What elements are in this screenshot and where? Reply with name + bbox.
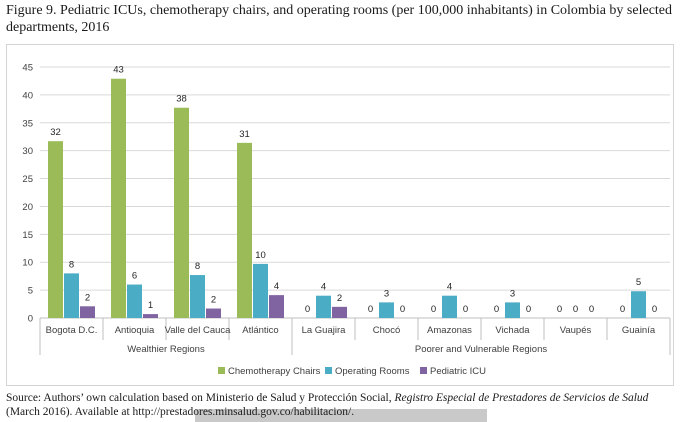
data-label: 0: [463, 304, 468, 315]
data-label: 0: [526, 304, 531, 315]
data-label: 32: [50, 127, 61, 138]
data-label: 0: [400, 304, 405, 315]
bar: [48, 141, 63, 318]
data-label: 4: [321, 282, 326, 293]
source-italic: Registro Especial de Prestadores de Serv…: [394, 392, 649, 404]
data-label: 5: [636, 277, 641, 288]
y-tick-label: 5: [28, 286, 33, 297]
x-axis: Bogota D.C. Antioquia Valle del Cauca Atlán…: [39, 318, 671, 355]
bar: [206, 308, 221, 318]
data-label: 38: [176, 94, 187, 105]
bar: [190, 275, 205, 318]
x-tick-label: La Guajira: [302, 325, 347, 336]
y-tick-label: 10: [22, 258, 33, 269]
data-label: 0: [431, 304, 436, 315]
data-label: 8: [69, 259, 74, 270]
x-tick-label: Atlántico: [242, 325, 278, 336]
bar: [80, 306, 95, 318]
source-prefix: Source: Authors’ own calculation based o…: [6, 392, 395, 404]
data-label: 1: [148, 300, 153, 311]
data-label: 43: [113, 65, 124, 76]
bar: [332, 306, 347, 318]
bar: [127, 284, 142, 318]
y-tick-label: 45: [22, 63, 33, 74]
x-tick-label: Bogota D.C.: [46, 325, 98, 336]
legend-label: Pediatric ICU: [430, 366, 486, 377]
y-tick-label: 25: [22, 174, 33, 185]
x-tick-label: Vichada: [495, 325, 530, 336]
bar: [64, 273, 79, 318]
x-tick-label: Amazonas: [427, 325, 472, 336]
y-tick-label: 0: [28, 314, 33, 325]
data-label: 0: [368, 304, 373, 315]
data-label: 2: [337, 293, 342, 304]
figure-title: Figure 9. Pediatric ICUs, chemotherapy c…: [6, 3, 673, 35]
data-label: 3: [510, 288, 515, 299]
data-label: 10: [255, 250, 266, 261]
legend-label: Operating Rooms: [335, 366, 410, 377]
data-label: 4: [447, 282, 452, 293]
data-label: 0: [573, 304, 578, 315]
y-tick-label: 30: [22, 146, 33, 157]
data-label: 3: [384, 288, 389, 299]
x-tick-label: Valle del Cauca: [165, 325, 232, 336]
data-label: 6: [132, 271, 137, 282]
chart-frame: [6, 44, 674, 386]
bar: [316, 295, 331, 318]
bar: [111, 78, 126, 318]
data-label: 0: [652, 304, 657, 315]
legend: Chemotherapy Chairs Operating Rooms Pediat…: [218, 366, 486, 377]
legend-label: Chemotherapy Chairs: [228, 366, 321, 377]
y-tick-label: 15: [22, 230, 33, 241]
data-label: 2: [85, 292, 90, 303]
bar: [631, 291, 646, 318]
data-label: 0: [494, 304, 499, 315]
bar: [505, 302, 520, 318]
source-note: Source: Authors’ own calculation based o…: [6, 391, 674, 419]
data-label: 8: [195, 261, 200, 272]
highlight-shade: [195, 409, 487, 422]
bar: [253, 263, 268, 318]
bar: [237, 142, 252, 318]
bar: [143, 314, 158, 318]
y-tick-label: 40: [22, 90, 33, 101]
data-label: 4: [274, 281, 279, 292]
x-tick-label: Chocó: [373, 325, 400, 336]
x-tick-label: Vaupés: [560, 325, 592, 336]
y-tick-label: 35: [22, 118, 33, 129]
legend-swatch: [218, 367, 225, 374]
bar: [174, 107, 189, 319]
data-label: 0: [589, 304, 594, 315]
y-axis-ticks: 0 5 10 15 20 25 30 35 40 45: [22, 63, 33, 325]
data-label: 0: [557, 304, 562, 315]
group-label: Wealthier Regions: [127, 344, 205, 355]
legend-swatch: [325, 367, 332, 374]
data-label: 31: [239, 129, 250, 140]
x-tick-label: Antioquia: [115, 325, 155, 336]
x-tick-label: Guainía: [622, 325, 656, 336]
source-suffix: (March 2016). Available at http://presta…: [6, 406, 355, 418]
bar: [442, 295, 457, 318]
bar: [379, 302, 394, 318]
bars: [48, 78, 646, 319]
bar: [269, 295, 284, 318]
y-tick-label: 20: [22, 202, 33, 213]
data-label: 0: [620, 304, 625, 315]
group-label: Poorer and Vulnerable Regions: [415, 344, 547, 355]
legend-swatch: [420, 367, 427, 374]
data-label: 2: [211, 295, 216, 306]
data-label: 0: [305, 304, 310, 315]
